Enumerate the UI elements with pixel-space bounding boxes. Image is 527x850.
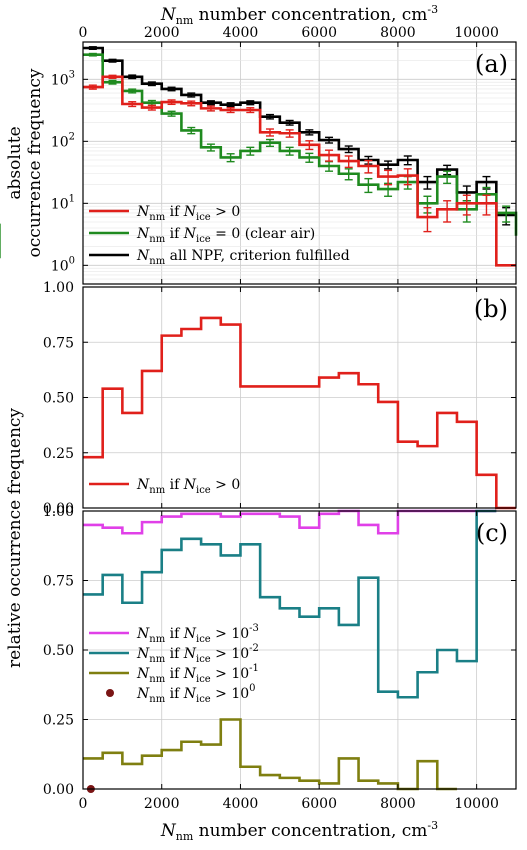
- panel-frame: [82, 41, 517, 285]
- y-tick-label: 0.00: [43, 782, 74, 798]
- y-tick-label: 101: [51, 193, 75, 212]
- y-axis-label-a-line1: absolute: [5, 126, 25, 199]
- x-tick-label-bottom: 2000: [144, 796, 180, 812]
- legend-marker: [106, 689, 114, 697]
- x-tick-label-top: 8000: [380, 25, 416, 41]
- x-tick-label-bottom: 0: [79, 796, 88, 812]
- x-tick-label-bottom: 4000: [223, 796, 259, 812]
- x-tick-label-bottom: 6000: [301, 796, 337, 812]
- y-tick-label: 1.00: [43, 504, 74, 520]
- legend-entry: Nnm all NPF, criterion fulfilled: [136, 248, 350, 267]
- series-line: [83, 718, 457, 791]
- y-tick-label: 100: [51, 255, 75, 274]
- series-line: [83, 75, 516, 267]
- frame-layer: [82, 41, 517, 790]
- x-tick-label-bottom: 10000: [454, 796, 499, 812]
- y-tick-label: 0.25: [43, 446, 74, 462]
- legend-entry: Nnm if Nice > 10-2: [136, 643, 259, 665]
- grid-layer: [82, 41, 516, 790]
- series-line: [83, 509, 497, 535]
- x-tick-label-top: 6000: [301, 25, 337, 41]
- legend-entry: Nnm if Nice > 10-1: [136, 663, 259, 685]
- y-tick-label: 0.25: [43, 713, 74, 729]
- legend-entry: Nnm if Nice > 10-3: [136, 623, 259, 645]
- y-tick-label: 103: [51, 69, 75, 88]
- y-tick-label: 0.75: [43, 335, 74, 351]
- x-tick-label-bottom: 8000: [380, 796, 416, 812]
- text-layer: 100 101 102 103 (a) Nnm if Nice > 0 Nnm if Nic…: [5, 3, 508, 843]
- data-layer: [0, 46, 518, 793]
- y-tick-label: 0.50: [43, 391, 74, 407]
- x-tick-label-top: 0: [79, 25, 88, 41]
- legend-entry: Nnm if Nice > 100: [136, 683, 256, 705]
- y-tick-label: 0.00: [43, 501, 74, 517]
- y-axis-label-a-line2: occurrence frequency: [25, 68, 45, 257]
- top-axis-label: Nnm number concentration, cm-3: [160, 3, 438, 27]
- y-tick-label: 0.50: [43, 643, 74, 659]
- panel-label: (c): [476, 519, 508, 547]
- series-line: [83, 46, 516, 217]
- x-tick-label-top: 10000: [454, 25, 499, 41]
- legend-entry: Nnm if Nice > 0: [136, 204, 240, 223]
- y-tick-label: 102: [51, 131, 75, 150]
- panel-label: (b): [474, 295, 508, 323]
- x-axis-label: Nnm number concentration, cm-3: [160, 819, 438, 843]
- y-tick-label: 1.00: [43, 280, 74, 296]
- x-tick-label-top: 4000: [223, 25, 259, 41]
- y-axis-label-relative: relative occurrence frequency: [5, 408, 25, 668]
- legend-entry: Nnm if Nice > 0: [136, 477, 240, 496]
- x-tick-label-top: 2000: [144, 25, 180, 41]
- series-line: [83, 316, 516, 510]
- panel-label: (a): [475, 50, 508, 78]
- y-tick-label: 0.75: [43, 574, 74, 590]
- series-line: [83, 509, 497, 699]
- legend-entry: Nnm if Nice = 0 (clear air): [136, 226, 315, 245]
